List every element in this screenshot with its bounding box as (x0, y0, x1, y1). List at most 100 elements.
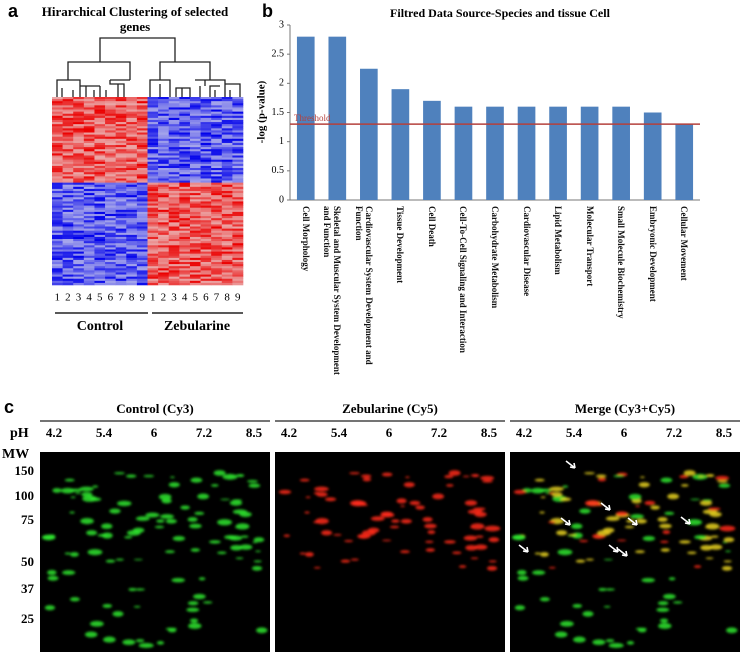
heat-cell (179, 276, 191, 280)
heat-cell (105, 211, 116, 215)
heat-cell (94, 153, 106, 156)
heat-cell (126, 155, 138, 158)
gel-title: Zebularine (Cy5) (342, 401, 438, 416)
heat-cell (179, 153, 191, 156)
ph-tick: 8.5 (481, 425, 498, 440)
heat-cell (179, 201, 191, 204)
heat-cell (211, 174, 223, 177)
heat-cell (211, 140, 223, 144)
heat-cell (126, 264, 138, 267)
heat-cell (62, 117, 74, 121)
heat-cell (200, 205, 212, 209)
heat-cell (211, 161, 223, 165)
heat-cell (232, 220, 244, 223)
heat-cell (158, 199, 170, 202)
heat-cell (126, 122, 138, 125)
heat-cell (73, 155, 85, 158)
heat-cell (221, 159, 233, 163)
heat-cell (62, 247, 74, 250)
heat-cell (179, 220, 191, 223)
heat-cell (136, 188, 148, 192)
heat-cell (158, 241, 170, 244)
heat-cell (62, 134, 74, 137)
heat-cell (115, 232, 127, 236)
heat-cell (168, 216, 180, 219)
heat-cell (179, 239, 191, 242)
heat-cell (221, 191, 233, 194)
heat-cell (221, 122, 233, 125)
ph-tick: 4.2 (281, 425, 297, 440)
heat-cell (221, 115, 233, 119)
heat-cell (232, 188, 244, 192)
heat-cell (158, 218, 170, 221)
heat-cell (136, 113, 148, 117)
gel-spot (534, 552, 541, 555)
gel-spot (605, 639, 615, 643)
heat-cell (62, 97, 74, 100)
heat-cell (73, 145, 85, 148)
heat-cell (115, 126, 127, 129)
heat-cell (115, 270, 127, 273)
heat-cell (136, 184, 148, 188)
gel-spot (710, 535, 719, 538)
heat-cell (62, 172, 74, 175)
heat-cell (158, 228, 170, 231)
heat-cell (73, 228, 85, 231)
heat-cell (136, 278, 148, 282)
heat-cell (62, 220, 74, 223)
heat-cell (94, 99, 106, 102)
heat-cell (158, 176, 170, 179)
heat-cell (189, 195, 201, 198)
gel-spot (189, 523, 202, 529)
heat-cell (189, 278, 201, 282)
heat-cell (62, 211, 74, 215)
heat-cell (83, 228, 95, 231)
y-axis-label: -log (p-value) (256, 80, 268, 143)
gel-spot (349, 472, 360, 475)
heat-cell (189, 155, 201, 158)
heat-cell (211, 257, 223, 261)
heat-cell (232, 207, 244, 211)
heat-cell (168, 257, 180, 261)
heat-cell (105, 147, 116, 150)
gel-spot (360, 474, 372, 478)
heat-cell (211, 165, 223, 169)
heat-cell (62, 147, 74, 150)
gel-spot (549, 486, 564, 492)
heat-cell (158, 205, 170, 209)
heat-cell (221, 230, 233, 234)
gel-spot (462, 475, 470, 478)
heat-cell (232, 270, 244, 273)
heat-cell (168, 159, 180, 163)
heat-cell (221, 268, 233, 271)
heat-cell (126, 251, 138, 254)
heat-cell (179, 161, 191, 165)
heat-cell (221, 272, 233, 275)
heat-cell (126, 180, 138, 183)
heat-cell (136, 266, 148, 269)
heat-cell (105, 142, 116, 146)
heat-cell (115, 213, 127, 217)
heat-cell (158, 153, 170, 156)
heat-cell (73, 170, 85, 173)
heat-cell (179, 282, 191, 286)
gel (40, 452, 270, 652)
heat-cell (126, 126, 138, 129)
heat-cell (158, 264, 170, 267)
gel-spot (156, 641, 165, 645)
heat-cell (158, 226, 170, 229)
heat-cell (136, 134, 148, 137)
gel-spot (52, 488, 62, 493)
gel-spot (551, 492, 563, 497)
heat-cell (94, 274, 106, 277)
heat-cell (221, 103, 233, 106)
heat-cell (136, 126, 148, 129)
heat-cell (221, 142, 233, 146)
heat-cell (200, 132, 212, 135)
heat-cell (232, 103, 244, 106)
heat-cell (179, 245, 191, 248)
gel-spot (679, 475, 689, 479)
heat-cell (168, 243, 180, 246)
